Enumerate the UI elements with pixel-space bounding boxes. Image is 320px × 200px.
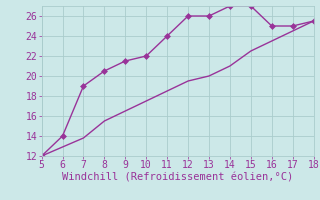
X-axis label: Windchill (Refroidissement éolien,°C): Windchill (Refroidissement éolien,°C) bbox=[62, 173, 293, 183]
